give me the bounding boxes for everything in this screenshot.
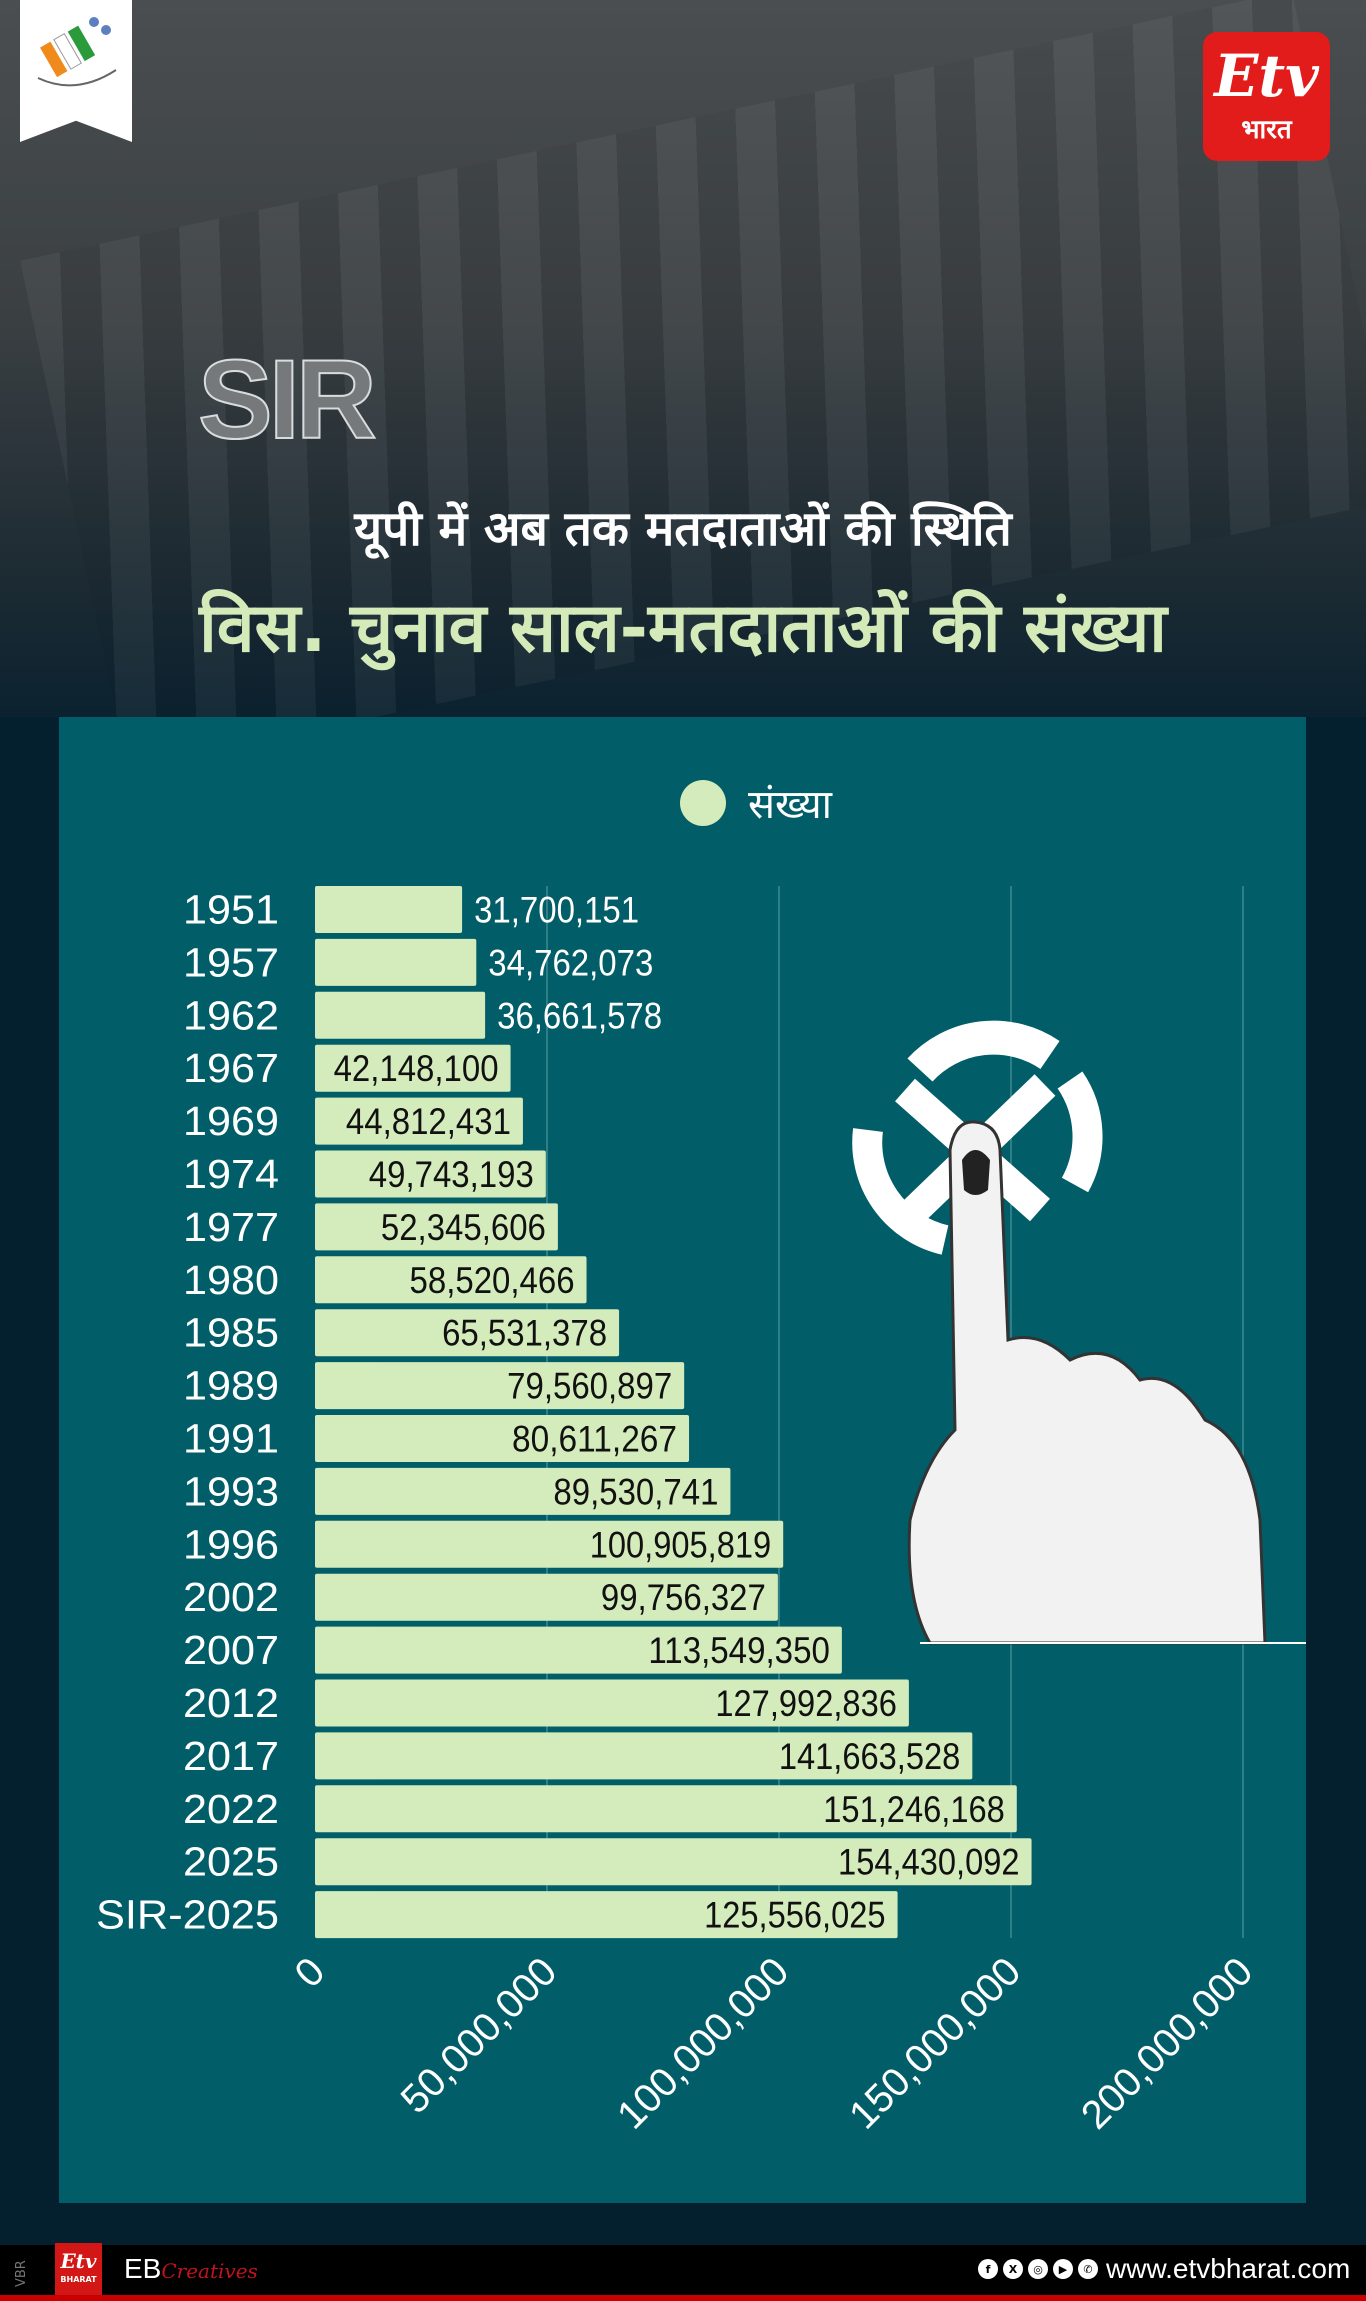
y-tick-label: 1969 <box>183 1098 279 1144</box>
election-commission-logo <box>20 0 132 142</box>
x-tick-label: 50,000,000 <box>393 1949 566 2122</box>
eb-script: Creatives <box>161 2259 258 2283</box>
y-tick-label: 2007 <box>183 1627 279 1673</box>
sir-watermark: SIR <box>197 336 378 463</box>
y-tick-label: 2025 <box>183 1839 279 1885</box>
y-tick-label: 1977 <box>183 1204 279 1250</box>
footer-side-label: VBR <box>14 2260 29 2287</box>
data-label: 44,812,431 <box>346 1101 511 1142</box>
y-tick-label: 1989 <box>183 1363 279 1409</box>
website-link[interactable]: www.etvbharat.com <box>1106 2253 1351 2284</box>
y-tick-label: 2022 <box>183 1786 279 1832</box>
bar <box>315 1679 909 1727</box>
footer-brand-sub: BHARAT <box>60 2275 97 2284</box>
data-label: 80,611,267 <box>512 1419 677 1460</box>
footer-etv-logo: Etv BHARAT <box>55 2243 102 2297</box>
bar <box>315 1044 511 1092</box>
bar <box>315 1150 546 1198</box>
etv-logo-text: भारत <box>1241 115 1292 145</box>
bar <box>315 1309 620 1357</box>
etv-logo-mark: Etv <box>1214 42 1319 110</box>
etv-bharat-logo: Etv भारत <box>1203 32 1330 161</box>
bar <box>315 1785 1017 1833</box>
data-label: 65,531,378 <box>442 1313 607 1354</box>
page-subtitle: यूपी में अब तक मतदाताओं की स्थिति <box>354 501 1012 557</box>
y-tick-label: 1974 <box>183 1151 279 1197</box>
whatsapp-icon[interactable]: ✆ <box>1078 2259 1098 2279</box>
bar <box>315 1362 685 1410</box>
y-tick-label: 1957 <box>183 939 279 985</box>
data-label: 125,556,025 <box>704 1895 886 1936</box>
y-tick-label: 1980 <box>183 1257 279 1303</box>
bar <box>315 1467 731 1515</box>
page-title: विस. चुनाव साल-मतदाताओं की संख्या <box>199 589 1167 668</box>
x-icon[interactable]: X <box>1003 2259 1023 2279</box>
y-tick-label: 1993 <box>183 1468 279 1514</box>
x-tick-label: 200,000,000 <box>1073 1949 1261 2137</box>
finger-icon <box>907 1120 1267 1645</box>
data-label: 154,430,092 <box>838 1842 1020 1883</box>
data-label: 52,345,606 <box>381 1207 546 1248</box>
data-label: 36,661,578 <box>497 995 662 1036</box>
y-tick-label: 2012 <box>183 1680 279 1726</box>
x-tick-label: 0 <box>287 1949 334 1996</box>
facebook-icon[interactable]: f <box>978 2259 998 2279</box>
legend-swatch <box>680 779 726 826</box>
bar <box>315 938 477 986</box>
data-label: 141,663,528 <box>779 1736 961 1777</box>
bar <box>315 1256 587 1304</box>
bar <box>315 1415 690 1462</box>
y-tick-label: 1996 <box>183 1521 279 1567</box>
data-label: 42,148,100 <box>334 1048 499 1089</box>
data-label: 151,246,168 <box>823 1789 1005 1830</box>
youtube-icon[interactable]: ▶ <box>1053 2259 1073 2279</box>
y-tick-label: 2002 <box>183 1574 279 1620</box>
footer-brand-mark: Etv <box>60 2249 97 2273</box>
eb-creatives-logo: EBCreatives <box>124 2253 258 2285</box>
data-label: 89,530,741 <box>553 1471 718 1512</box>
data-label: 34,762,073 <box>488 942 653 983</box>
bar <box>315 1203 558 1251</box>
data-label: 79,560,897 <box>507 1366 672 1407</box>
y-tick-label: 2017 <box>183 1733 279 1779</box>
y-tick-label: 1951 <box>183 887 279 933</box>
data-label: 100,905,819 <box>590 1524 772 1565</box>
chart-legend: संख्या <box>680 775 832 830</box>
y-tick-label: 1991 <box>183 1416 279 1462</box>
voting-finger-illustration <box>852 1020 1306 1645</box>
y-tick-label: 1985 <box>183 1310 279 1356</box>
y-tick-label: SIR-2025 <box>96 1892 279 1938</box>
eci-emblem-icon <box>37 17 117 87</box>
legend-label: संख्या <box>748 782 832 828</box>
bar <box>315 886 463 933</box>
y-tick-label: 1967 <box>183 1045 279 1091</box>
x-tick-label: 150,000,000 <box>841 1949 1029 2137</box>
data-label: 31,700,151 <box>474 890 639 931</box>
footer-red-strip <box>0 2295 1366 2301</box>
bar <box>315 1626 842 1674</box>
instagram-icon[interactable]: ◎ <box>1028 2259 1048 2279</box>
footer-bar: VBR Etv BHARAT EBCreatives f X ◎ ▶ ✆ www.… <box>0 2243 1366 2297</box>
social-links: f X ◎ ▶ ✆ <box>978 2259 1098 2279</box>
bar <box>315 1732 973 1780</box>
data-label: 99,756,327 <box>601 1577 766 1618</box>
y-tick-label: 1962 <box>183 992 279 1038</box>
bar <box>315 991 486 1039</box>
data-label: 127,992,836 <box>715 1683 897 1724</box>
hero-banner <box>0 0 1366 717</box>
bar <box>315 1573 778 1621</box>
data-label: 113,549,350 <box>648 1630 830 1671</box>
data-label: 49,743,193 <box>369 1154 534 1195</box>
eb-label: EB <box>124 2253 162 2284</box>
bar <box>315 1838 1032 1886</box>
x-tick-label: 100,000,000 <box>609 1949 797 2137</box>
data-label: 58,520,466 <box>410 1260 575 1301</box>
bar <box>315 1097 523 1145</box>
bar <box>315 1520 784 1568</box>
bar <box>315 1891 898 1939</box>
